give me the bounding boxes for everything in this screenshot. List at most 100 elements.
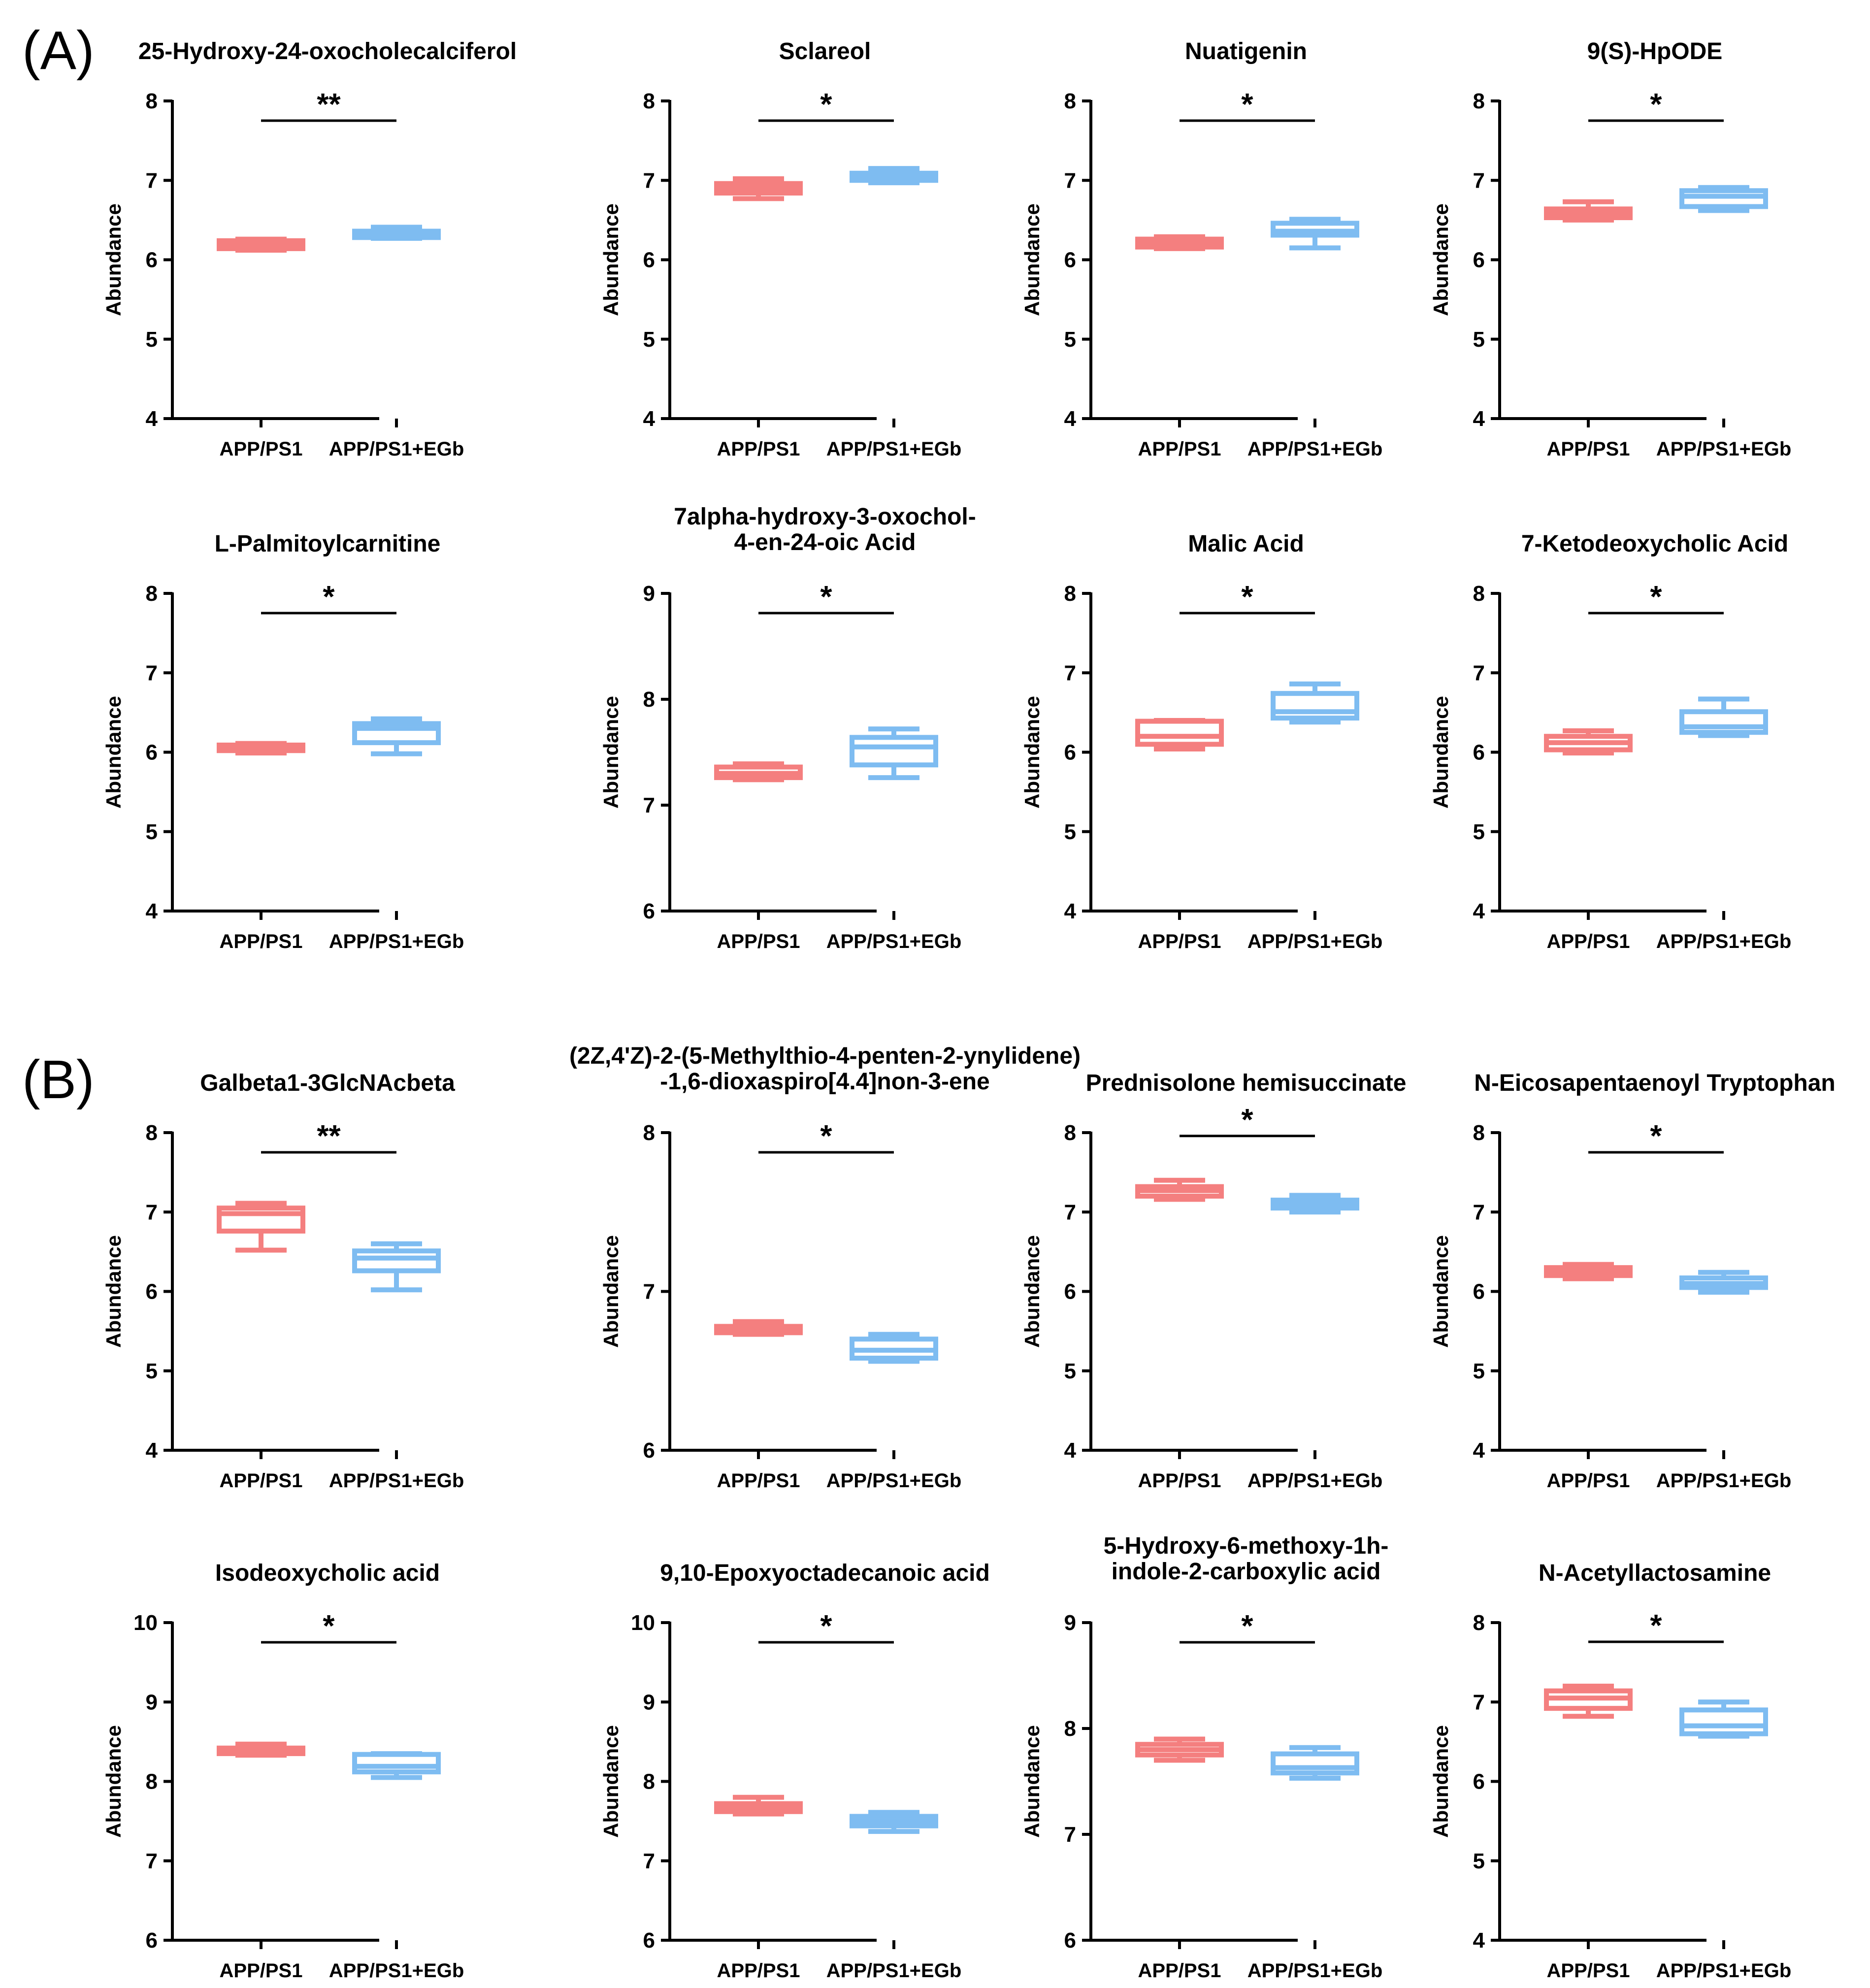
y-tick-label: 8 <box>1064 582 1076 606</box>
box-iqr <box>850 735 938 768</box>
chart-5: L-Palmitoylcarnitine 4 5 6 7 8 Abundance APP/PS… <box>102 531 464 952</box>
box-app-ps1 <box>1544 1684 1633 1719</box>
x-tick-label: APP/PS1+EGb <box>826 931 962 952</box>
y-tick-label: 6 <box>1473 741 1485 765</box>
panel-label-b: (B) <box>22 1049 95 1110</box>
y-tick-label: 5 <box>1064 327 1076 352</box>
chart-13: Isodeoxycholic acid 6 7 8 9 10 Abundance APP/PS… <box>102 1560 464 1982</box>
box-app-ps1 <box>217 1201 305 1253</box>
y-tick-label: 10 <box>631 1611 655 1635</box>
x-tick-label: APP/PS1+EGb <box>826 1960 962 1982</box>
box-app-ps1 <box>217 1741 305 1758</box>
x-tick-label: APP/PS1 <box>1138 438 1221 460</box>
y-tick-label: 6 <box>1064 248 1076 272</box>
y-tick-label: 7 <box>1064 661 1076 685</box>
significance-marker: * <box>1241 1103 1253 1137</box>
box-app-ps1 <box>714 1794 803 1817</box>
x-tick-label: APP/PS1 <box>1138 931 1221 952</box>
chart-3: Nuatigenin 4 5 6 7 8 Abundance APP/PS1 APP/PS1+E… <box>1020 38 1382 460</box>
chart-title: -1,6-dioxaspiro[4.4]non-3-ene <box>660 1069 989 1095</box>
y-tick-label: 7 <box>1473 1200 1485 1224</box>
significance-marker: * <box>1241 1609 1253 1643</box>
x-tick-label: APP/PS1 <box>1547 1960 1630 1982</box>
x-tick-label: APP/PS1 <box>1547 438 1630 460</box>
x-tick-label: APP/PS1+EGb <box>826 1470 962 1492</box>
y-tick-label: 6 <box>643 1928 655 1953</box>
y-tick-label: 8 <box>146 1770 158 1794</box>
box-app-ps1-egb <box>1679 696 1768 738</box>
y-tick-label: 9 <box>643 582 655 606</box>
chart-title: 4-en-24-oic Acid <box>734 529 916 555</box>
y-tick-label: 8 <box>643 1121 655 1145</box>
y-tick-label: 6 <box>146 1280 158 1304</box>
chart-title: 9,10-Epoxyoctadecanoic acid <box>660 1560 990 1586</box>
significance-marker: ** <box>317 1119 341 1153</box>
box-app-ps1-egb <box>1271 681 1359 725</box>
y-axis-label: Abundance <box>599 696 623 809</box>
significance-marker: * <box>1650 1609 1662 1643</box>
y-tick-label: 8 <box>1473 1121 1485 1145</box>
y-tick-label: 7 <box>146 1200 158 1224</box>
y-tick-label: 6 <box>1064 1928 1076 1953</box>
significance-marker: * <box>1241 580 1253 614</box>
chart-title: 5-Hydroxy-6-methoxy-1h- <box>1104 1533 1389 1559</box>
chart-14: 9,10-Epoxyoctadecanoic acid 6 7 8 9 10 Abundan… <box>599 1560 990 1982</box>
y-axis-label: Abundance <box>1020 696 1044 809</box>
y-tick-label: 6 <box>1473 1770 1485 1794</box>
x-tick-label: APP/PS1 <box>1547 931 1630 952</box>
y-tick-label: 8 <box>1064 1121 1076 1145</box>
y-tick-label: 4 <box>1064 407 1077 431</box>
chart-title: Prednisolone hemisuccinate <box>1086 1070 1407 1096</box>
x-tick-label: APP/PS1+EGb <box>1656 1960 1792 1982</box>
y-tick-label: 6 <box>1064 741 1076 765</box>
plots-container: 25-Hydroxy-24-oxocholecalciferol 4 5 6 7 8 Abu… <box>102 38 1836 1982</box>
chart-title: indole-2-carboxylic acid <box>1112 1559 1381 1585</box>
box-app-ps1 <box>714 176 803 201</box>
y-tick-label: 7 <box>146 1849 158 1873</box>
y-axis-label: Abundance <box>102 203 125 316</box>
box-app-ps1-egb <box>850 1810 938 1834</box>
y-tick-label: 10 <box>133 1611 158 1635</box>
box-app-ps1 <box>217 741 305 756</box>
box-app-ps1-egb <box>1679 1699 1768 1739</box>
y-tick-label: 7 <box>1064 168 1076 193</box>
x-tick-label: APP/PS1 <box>1138 1470 1221 1492</box>
y-axis-label: Abundance <box>599 1235 623 1348</box>
x-tick-label: APP/PS1+EGb <box>1247 1960 1383 1982</box>
y-tick-label: 8 <box>146 582 158 606</box>
chart-9: Galbeta1-3GlcNAcbeta 4 5 6 7 8 Abundance APP/PS… <box>102 1070 464 1492</box>
y-tick-label: 5 <box>146 820 158 844</box>
y-tick-label: 8 <box>1473 1611 1485 1635</box>
y-tick-label: 8 <box>146 1121 158 1145</box>
y-tick-label: 6 <box>146 1928 158 1953</box>
y-tick-label: 7 <box>1473 168 1485 193</box>
y-tick-label: 7 <box>1473 1690 1485 1714</box>
box-app-ps1-egb <box>1271 1193 1359 1215</box>
box-app-ps1 <box>1135 718 1224 752</box>
box-app-ps1 <box>1544 1262 1633 1281</box>
significance-marker: * <box>323 580 335 614</box>
y-tick-label: 7 <box>1064 1823 1076 1847</box>
box-app-ps1-egb <box>1679 1270 1768 1295</box>
x-tick-label: APP/PS1+EGb <box>329 1470 464 1492</box>
x-tick-label: APP/PS1 <box>220 1470 303 1492</box>
y-tick-label: 7 <box>643 793 655 817</box>
y-tick-label: 6 <box>146 248 158 272</box>
y-tick-label: 7 <box>1473 661 1485 685</box>
significance-marker: * <box>820 1119 832 1153</box>
y-tick-label: 9 <box>643 1690 655 1714</box>
box-app-ps1 <box>1135 1177 1224 1202</box>
box-app-ps1 <box>1135 1736 1224 1763</box>
chart-7: Malic Acid 4 5 6 7 8 Abundance APP/PS1 APP/PS1+E… <box>1020 531 1382 952</box>
x-tick-label: APP/PS1 <box>717 1960 800 1982</box>
y-tick-label: 6 <box>643 1438 655 1463</box>
y-tick-label: 7 <box>643 1280 655 1304</box>
chart-2: Sclareol 4 5 6 7 8 Abundance APP/PS1 APP/PS1+EGb… <box>599 38 961 460</box>
box-app-ps1-egb <box>1271 217 1359 251</box>
chart-title: 9(S)-HpODE <box>1587 38 1723 65</box>
x-tick-label: APP/PS1 <box>1547 1470 1630 1492</box>
x-tick-label: APP/PS1+EGb <box>1247 1470 1383 1492</box>
y-tick-label: 4 <box>146 1438 158 1463</box>
chart-title: 7alpha-hydroxy-3-oxochol- <box>674 504 976 530</box>
